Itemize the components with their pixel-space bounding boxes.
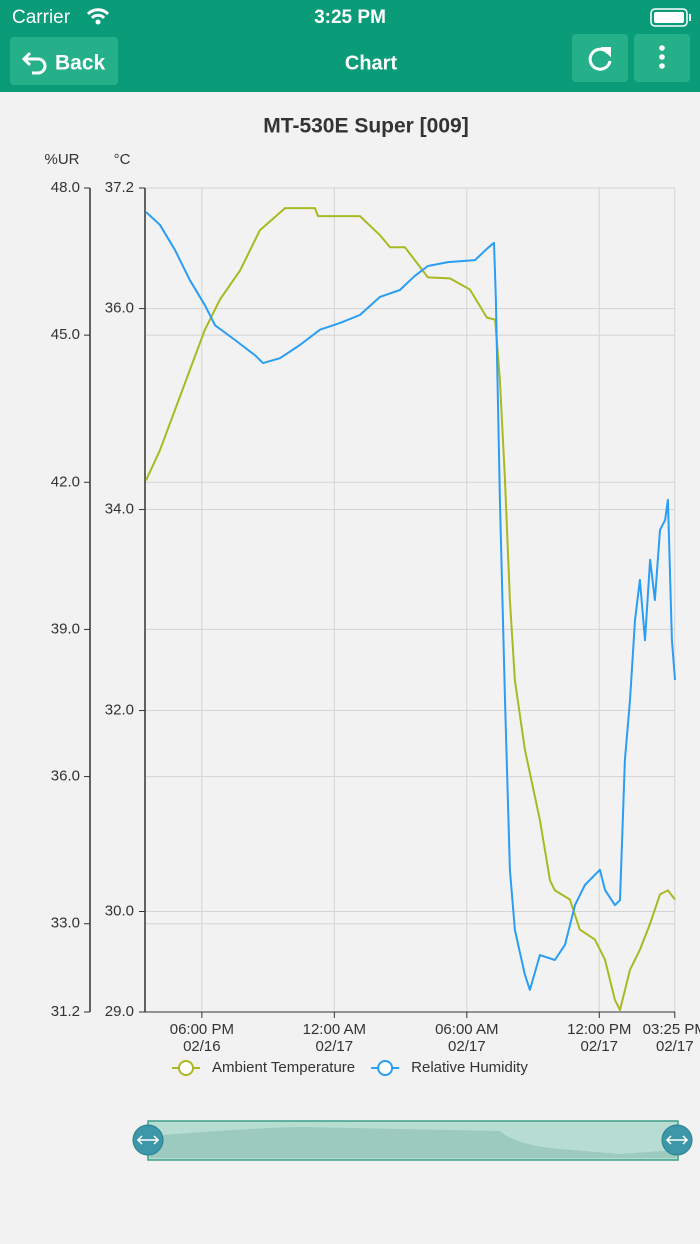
back-button[interactable]: Back	[10, 37, 118, 85]
y2-tick-label: 34.0	[105, 501, 134, 518]
y-tick-label: 48.0	[51, 179, 80, 196]
menu-button[interactable]	[634, 34, 690, 82]
handle-icon	[136, 1135, 160, 1145]
menu-dot	[659, 54, 665, 60]
y-tick-label: 31.2	[51, 1003, 80, 1020]
nav-title: Chart	[345, 52, 398, 74]
y2-tick-label: 36.0	[105, 300, 134, 317]
y2-tick-label: 37.2	[105, 179, 134, 196]
x-tick-label: 03:25 PM	[643, 1021, 700, 1038]
battery	[650, 8, 688, 27]
wifi-dot	[95, 19, 101, 25]
y-tick-label: 42.0	[51, 473, 80, 490]
handle-icon	[665, 1135, 689, 1145]
y-tick-label: 36.0	[51, 768, 80, 785]
y-tick-label: 45.0	[51, 326, 80, 343]
x-tick-label: 12:00 PM	[567, 1021, 631, 1038]
y2-tick-label: 32.0	[105, 702, 134, 719]
legend-marker	[377, 1060, 394, 1076]
x-tick-label: 02/17	[448, 1038, 486, 1055]
battery-level	[654, 12, 684, 23]
menu-dot	[659, 63, 665, 69]
slider-preview	[150, 1127, 676, 1158]
legend-label: Relative Humidity	[411, 1059, 528, 1076]
x-tick-label: 06:00 AM	[435, 1021, 498, 1038]
x-tick-label: 02/16	[183, 1038, 221, 1055]
x-tick-label: 12:00 AM	[303, 1021, 366, 1038]
x-tick-label: 02/17	[316, 1038, 354, 1055]
refresh-button[interactable]	[572, 34, 628, 82]
y-tick-label: 39.0	[51, 620, 80, 637]
chart-title: MT-530E Super [009]	[263, 115, 468, 138]
menu-dot	[659, 45, 665, 51]
refresh-arrow	[600, 47, 611, 58]
y2-tick-label: 30.0	[105, 902, 134, 919]
data-line	[145, 211, 676, 991]
back-icon	[21, 51, 47, 75]
back-label[interactable]: Back	[55, 52, 106, 75]
x-tick-label: 02/17	[656, 1038, 694, 1055]
legend-marker	[178, 1060, 194, 1076]
clock: 3:25 PM	[314, 7, 386, 28]
range-slider[interactable]	[132, 1120, 693, 1161]
y-axis-title: %UR	[44, 151, 79, 168]
carrier: Carrier	[12, 7, 71, 28]
y-tick-label: 33.0	[51, 915, 80, 932]
x-tick-label: 06:00 PM	[170, 1021, 234, 1038]
wifi-icon	[86, 8, 110, 20]
y2-axis-title: °C	[114, 151, 131, 168]
battery-tip	[689, 14, 691, 21]
y2-tick-label: 29.0	[105, 1003, 134, 1020]
refresh-button-bg[interactable]	[572, 34, 628, 82]
refresh-icon	[588, 47, 612, 71]
legend-label: Ambient Temperature	[212, 1059, 355, 1076]
x-tick-label: 02/17	[580, 1038, 618, 1055]
